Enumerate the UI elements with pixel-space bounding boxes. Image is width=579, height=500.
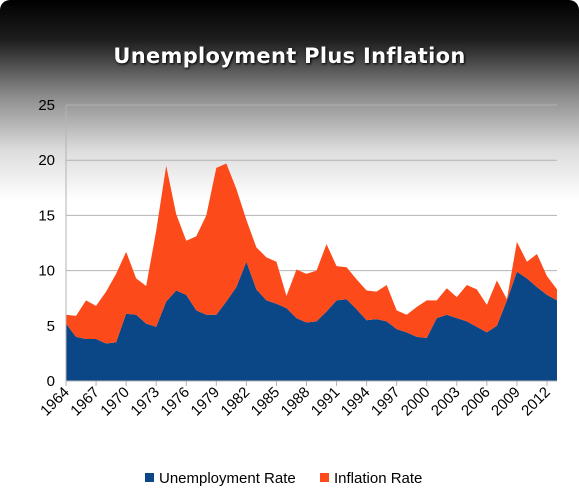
area-inflation-rate: [66, 163, 557, 344]
y-tick-label: 10: [38, 263, 55, 280]
x-tick-label: 1967: [67, 384, 103, 420]
legend-swatch-inflation-rate: [320, 473, 329, 482]
x-tick-label: 1982: [218, 384, 254, 420]
x-tick-label: 1979: [188, 384, 224, 420]
y-tick-label: 25: [38, 97, 55, 114]
x-tick-label: 2006: [458, 384, 494, 420]
y-tick-label: 20: [38, 152, 55, 169]
legend-label-unemployment-rate: Unemployment Rate: [159, 470, 296, 487]
legend-label-inflation-rate: Inflation Rate: [334, 470, 422, 487]
x-tick-label: 2012: [518, 384, 554, 420]
x-tick-label: 1970: [97, 384, 133, 420]
x-tick-label: 1976: [157, 384, 193, 420]
x-tick-label: 2000: [398, 384, 434, 420]
chart-title: Unemployment Plus Inflation: [113, 44, 466, 68]
y-tick-label: 0: [47, 373, 55, 390]
x-tick-label: 1991: [308, 384, 344, 420]
x-tick-label: 1994: [338, 384, 374, 420]
y-tick-label: 5: [47, 318, 55, 335]
x-tick-label: 1997: [368, 384, 404, 420]
x-tick-label: 1988: [278, 384, 314, 420]
x-tick-label: 1985: [248, 384, 284, 420]
y-tick-label: 15: [38, 207, 55, 224]
area-unemployment-rate: [66, 261, 557, 381]
x-tick-label: 2003: [428, 384, 464, 420]
x-tick-label: 1973: [127, 384, 163, 420]
x-tick-label: 2009: [488, 384, 524, 420]
legend-swatch-unemployment-rate: [145, 473, 154, 482]
x-tick-label: 1964: [37, 384, 73, 420]
